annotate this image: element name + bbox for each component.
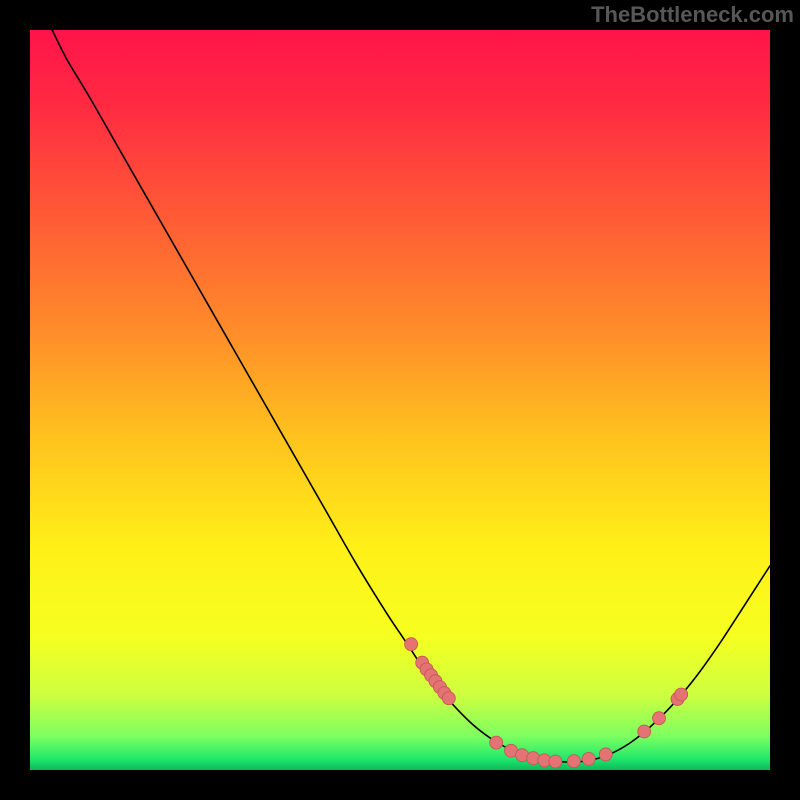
data-point [567,755,580,768]
watermark-text: TheBottleneck.com [591,2,794,28]
data-point [549,755,562,768]
data-point [675,688,688,701]
data-point [653,712,666,725]
bottleneck-curve-chart [0,0,800,800]
plot-background [30,30,770,770]
data-point [442,692,455,705]
chart-container: TheBottleneck.com [0,0,800,800]
data-point [490,736,503,749]
data-point [638,725,651,738]
data-point [582,752,595,765]
data-point [599,748,612,761]
data-point [405,638,418,651]
data-point [527,752,540,765]
